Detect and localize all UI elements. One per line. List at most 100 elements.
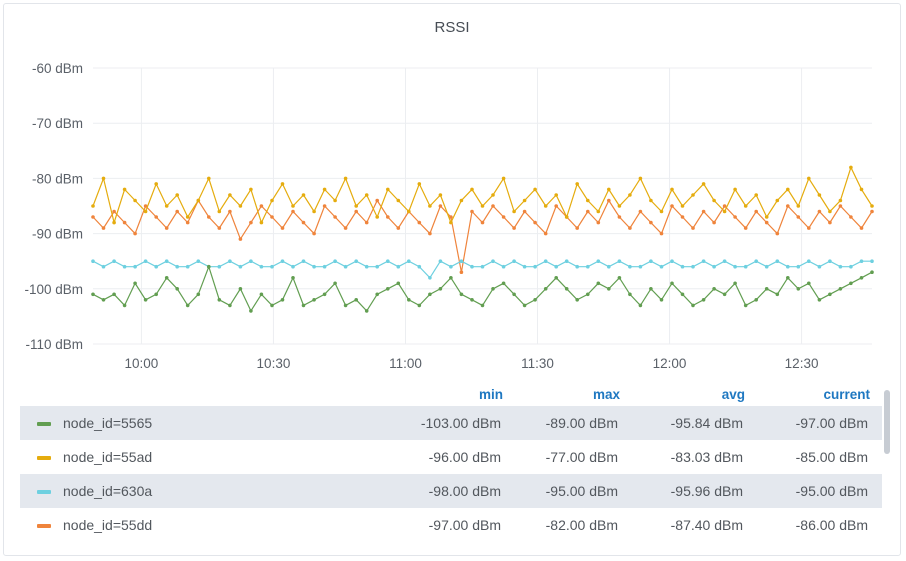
data-point	[564, 215, 569, 219]
data-point	[459, 270, 464, 275]
legend-row[interactable]: node_id=5565 -103.00 dBm -89.00 dBm -95.84 …	[20, 406, 882, 440]
data-point	[743, 226, 748, 230]
legend-series-name[interactable]: node_id=55ad	[63, 449, 153, 465]
legend-series-name[interactable]: node_id=55dd	[63, 517, 153, 533]
data-point	[512, 292, 516, 297]
legend-row[interactable]: node_id=55ad -96.00 dBm -77.00 dBm -83.03 d…	[20, 440, 882, 474]
data-point	[154, 264, 158, 269]
data-point	[807, 259, 811, 264]
data-point	[838, 287, 843, 291]
series-color-swatch[interactable]	[37, 422, 51, 426]
data-point	[112, 220, 116, 225]
data-point	[228, 259, 232, 264]
data-point	[375, 198, 380, 203]
series-color-swatch[interactable]	[37, 456, 51, 460]
data-point	[470, 187, 474, 192]
data-point	[480, 303, 485, 308]
legend-scrollbar[interactable]	[884, 390, 890, 454]
data-point	[501, 264, 506, 269]
legend-value-avg: -95.84 dBm	[670, 415, 743, 431]
data-point	[270, 264, 274, 269]
data-point	[628, 226, 632, 230]
data-point	[386, 287, 390, 291]
legend-header-avg[interactable]: avg	[721, 387, 745, 402]
data-point	[417, 220, 422, 225]
data-point	[617, 204, 622, 208]
legend-header-current[interactable]: current	[823, 387, 870, 402]
legend-series-name[interactable]: node_id=5565	[63, 415, 153, 431]
data-point	[670, 204, 674, 208]
data-point	[491, 204, 495, 208]
legend-value-current: -86.00 dBm	[795, 517, 868, 533]
data-point	[343, 264, 348, 269]
data-point	[396, 264, 401, 269]
data-point	[491, 193, 495, 197]
data-point	[480, 264, 485, 269]
data-point	[617, 259, 622, 264]
data-point	[312, 298, 316, 302]
data-point	[743, 303, 748, 308]
legend-value-min: -98.00 dBm	[428, 483, 501, 499]
data-point	[112, 209, 116, 214]
data-point	[101, 298, 106, 302]
data-point	[396, 226, 401, 230]
data-point	[859, 259, 864, 264]
data-point	[249, 259, 253, 264]
data-point	[301, 303, 306, 308]
legend-series-name[interactable]: node_id=630a	[63, 483, 153, 499]
data-point	[122, 303, 127, 308]
data-point	[870, 270, 874, 275]
data-point	[164, 259, 169, 264]
data-point	[386, 187, 390, 192]
data-point	[828, 259, 832, 264]
data-point	[143, 298, 148, 302]
data-point	[786, 187, 790, 192]
data-point	[628, 264, 632, 269]
data-point	[501, 215, 506, 219]
data-point	[270, 215, 274, 219]
data-point	[743, 204, 748, 208]
legend-row[interactable]: node_id=55dd -97.00 dBm -82.00 dBm -87.40 d…	[20, 508, 882, 542]
data-point	[312, 231, 316, 236]
data-point	[270, 303, 274, 308]
data-point	[291, 276, 295, 280]
data-point	[364, 264, 369, 269]
data-point	[817, 298, 822, 302]
data-point	[259, 292, 264, 297]
data-point	[217, 226, 222, 230]
legend-row[interactable]: node_id=630a -98.00 dBm -95.00 dBm -95.96 d…	[20, 474, 882, 508]
data-point	[375, 264, 380, 269]
data-point	[680, 215, 685, 219]
data-point	[301, 259, 306, 264]
data-point	[817, 193, 822, 197]
data-point	[449, 264, 453, 269]
data-point	[112, 292, 116, 297]
data-point	[217, 298, 222, 302]
data-point	[649, 259, 653, 264]
data-point	[280, 259, 285, 264]
data-point	[775, 231, 780, 236]
data-point	[722, 209, 727, 214]
data-point	[628, 292, 632, 297]
data-point	[185, 220, 190, 225]
series-color-swatch[interactable]	[37, 524, 51, 528]
data-point	[343, 176, 348, 181]
data-point	[786, 264, 790, 269]
data-point	[322, 264, 327, 269]
series-color-swatch[interactable]	[37, 490, 51, 494]
data-point	[175, 287, 179, 291]
data-point	[154, 182, 158, 186]
data-point	[722, 292, 727, 297]
legend-header-min[interactable]: min	[478, 387, 503, 402]
data-point	[754, 259, 758, 264]
data-point	[764, 215, 769, 219]
data-point	[543, 287, 548, 291]
rssi-line-chart[interactable]: -60 dBm -70 dBm -80 dBm -90 dBm -100 dBm -110…	[0, 0, 906, 384]
data-point	[807, 281, 811, 286]
data-point	[670, 281, 674, 286]
data-point	[586, 292, 590, 297]
data-point	[607, 287, 611, 291]
data-point	[859, 226, 864, 230]
legend-header-max[interactable]: max	[592, 387, 620, 402]
data-point	[838, 198, 843, 203]
